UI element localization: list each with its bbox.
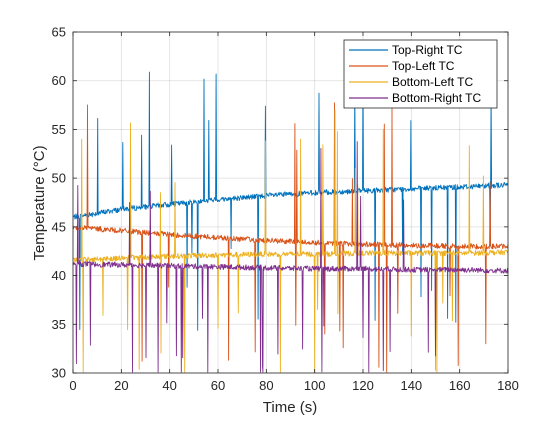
- legend-entry-top-left: Top-Left TC: [349, 59, 455, 73]
- series-line-bottom-left-tc: [72, 109, 509, 373]
- series-line-top-right-tc: [72, 68, 509, 331]
- series-bottom-right-tc: [72, 141, 509, 373]
- x-tick-label: 180: [497, 378, 519, 393]
- x-tick-label: 60: [211, 378, 225, 393]
- legend-label-bottom-left: Bottom-Left TC: [392, 75, 473, 89]
- legend-label-top-left: Top-Left TC: [392, 59, 455, 73]
- y-tick-label: 30: [52, 366, 66, 381]
- legend-label-top-right: Top-Right TC: [392, 43, 463, 57]
- legend-entry-top-right: Top-Right TC: [349, 43, 463, 57]
- legend-label-bottom-right: Bottom-Right TC: [392, 91, 481, 105]
- plot-frame: [72, 31, 509, 374]
- x-tick-label: 0: [69, 378, 76, 393]
- x-axis-label: Time (s): [263, 399, 317, 416]
- series-line-bottom-right-tc: [72, 141, 509, 373]
- y-tick-label: 65: [52, 25, 66, 40]
- x-tick-label: 80: [259, 378, 273, 393]
- y-tick-label: 50: [52, 171, 66, 186]
- y-tick-label: 55: [52, 122, 66, 137]
- x-tick-label: 160: [449, 378, 471, 393]
- y-tick-label: 45: [52, 219, 66, 234]
- legend-entry-bottom-right: Bottom-Right TC: [349, 91, 481, 105]
- axis-ticks: 0 20 40 60 80 100 120 140 160 180 30 35 40 45 50 55 60 65: [52, 25, 519, 394]
- y-tick-label: 35: [52, 317, 66, 332]
- x-tick-label: 20: [114, 378, 128, 393]
- x-tick-label: 120: [352, 378, 374, 393]
- series-top-left-tc: [72, 102, 509, 373]
- x-tick-label: 140: [400, 378, 422, 393]
- x-tick-label: 100: [304, 378, 326, 393]
- y-axis-label: Temperature (°C): [31, 145, 48, 260]
- y-tick-label: 60: [52, 73, 66, 88]
- series-top-right-tc: [72, 68, 509, 331]
- legend: Top-Right TC Top-Left TC Bottom-Left TC …: [343, 39, 498, 109]
- x-tick-label: 40: [162, 378, 176, 393]
- series-line-top-left-tc: [72, 102, 509, 373]
- series-bottom-left-tc: [72, 109, 509, 373]
- legend-entry-bottom-left: Bottom-Left TC: [349, 75, 473, 89]
- y-tick-label: 40: [52, 268, 66, 283]
- legend-box: [343, 39, 498, 109]
- series-layer: [72, 68, 509, 373]
